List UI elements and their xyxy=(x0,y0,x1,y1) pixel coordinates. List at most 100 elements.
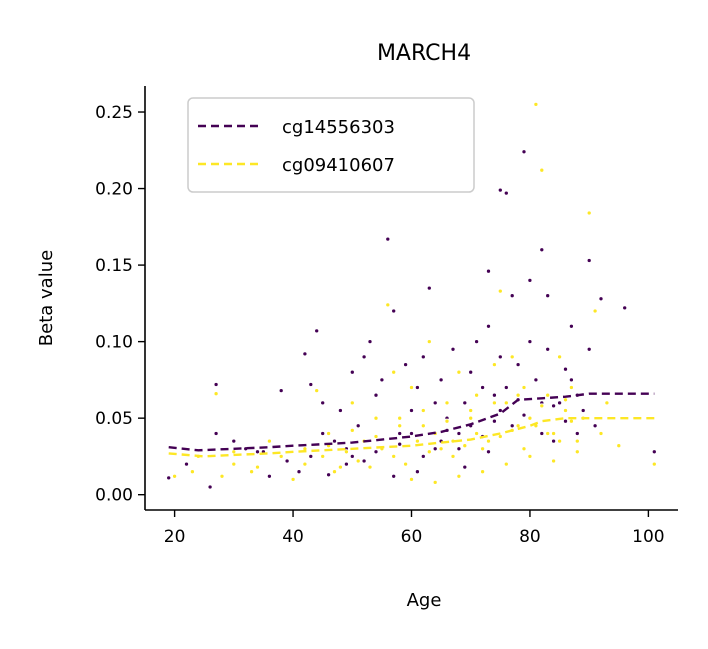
trend-line-cg09410607 xyxy=(168,417,655,458)
data-point xyxy=(568,384,574,391)
data-point xyxy=(497,187,503,193)
data-point xyxy=(592,308,598,314)
data-point xyxy=(385,236,391,242)
data-point xyxy=(468,369,474,375)
data-point xyxy=(361,458,367,464)
y-ticks: 0.00 0.05 0.10 0.15 0.20 0.25 xyxy=(95,103,145,506)
data-point xyxy=(337,464,343,470)
data-point xyxy=(586,210,592,216)
data-point xyxy=(308,381,314,388)
data-point xyxy=(485,449,492,455)
data-point xyxy=(207,484,213,490)
data-point xyxy=(557,400,563,406)
data-point xyxy=(320,430,326,437)
data-point xyxy=(503,190,509,196)
data-point xyxy=(426,339,432,345)
data-point xyxy=(373,433,379,440)
y-tick-label: 0.20 xyxy=(95,180,133,200)
data-point xyxy=(219,473,225,479)
data-point xyxy=(231,461,237,467)
chart-title: MARCH4 xyxy=(377,41,471,66)
legend-frame xyxy=(187,97,475,193)
legend-label-cg14556303: cg14556303 xyxy=(282,117,395,138)
data-point xyxy=(326,430,332,437)
data-point xyxy=(562,397,569,403)
x-tick-label: 40 xyxy=(282,527,304,547)
data-point xyxy=(545,392,551,398)
data-point xyxy=(468,415,474,421)
data-point xyxy=(551,403,557,409)
plot-area xyxy=(166,101,657,490)
data-point xyxy=(213,391,219,397)
data-point xyxy=(355,458,361,464)
data-point xyxy=(509,354,515,360)
data-point xyxy=(326,472,332,478)
data-point xyxy=(349,400,355,406)
data-point xyxy=(302,461,308,467)
data-point xyxy=(568,377,574,383)
data-point xyxy=(586,346,592,352)
data-point xyxy=(598,296,604,302)
data-point xyxy=(545,293,551,299)
data-point xyxy=(444,418,450,424)
data-point xyxy=(420,453,426,459)
data-point xyxy=(497,354,503,360)
data-point xyxy=(539,167,545,173)
data-point xyxy=(456,369,462,375)
data-point xyxy=(444,400,450,406)
data-point xyxy=(580,407,586,414)
data-point xyxy=(539,247,545,253)
data-point xyxy=(432,400,438,406)
data-point xyxy=(284,458,290,464)
x-ticks: 20 40 60 80 100 xyxy=(164,510,665,547)
y-tick-label: 0.05 xyxy=(95,409,133,429)
data-point xyxy=(349,369,355,375)
data-point xyxy=(568,323,574,329)
data-point xyxy=(562,418,569,424)
data-point xyxy=(485,323,492,329)
data-point xyxy=(314,388,320,394)
data-point xyxy=(503,400,509,406)
data-point xyxy=(403,461,409,467)
data-point xyxy=(509,423,515,429)
data-point xyxy=(278,388,284,394)
data-point xyxy=(189,469,195,475)
data-point xyxy=(379,377,385,383)
data-point xyxy=(172,473,178,479)
data-point xyxy=(497,407,503,414)
data-point xyxy=(497,433,503,440)
data-point xyxy=(278,453,284,459)
data-point xyxy=(213,381,219,388)
data-point xyxy=(592,423,598,429)
data-point xyxy=(414,384,420,391)
data-point xyxy=(420,423,426,429)
data-point xyxy=(438,377,444,383)
data-point xyxy=(468,407,474,414)
data-point xyxy=(391,308,397,314)
data-point xyxy=(408,384,415,391)
data-point xyxy=(515,392,521,398)
data-point xyxy=(527,339,533,345)
x-tick-label: 20 xyxy=(164,527,186,547)
data-point xyxy=(397,430,403,437)
x-axis-label: Age xyxy=(407,590,442,611)
data-point xyxy=(249,469,255,475)
data-point xyxy=(231,438,237,444)
data-point xyxy=(515,362,521,368)
data-point xyxy=(391,473,397,479)
data-point xyxy=(616,443,622,449)
data-point xyxy=(391,453,397,459)
data-point xyxy=(320,400,326,406)
data-point xyxy=(491,400,497,406)
data-point xyxy=(456,446,462,452)
data-point xyxy=(562,366,569,372)
data-point xyxy=(438,446,444,452)
series-cg14556303-points xyxy=(166,149,657,490)
data-point xyxy=(166,475,172,481)
data-point xyxy=(651,449,657,455)
data-point xyxy=(503,461,509,467)
data-point xyxy=(503,384,509,391)
data-point xyxy=(497,288,503,294)
data-point xyxy=(485,438,492,444)
data-point xyxy=(349,453,355,459)
